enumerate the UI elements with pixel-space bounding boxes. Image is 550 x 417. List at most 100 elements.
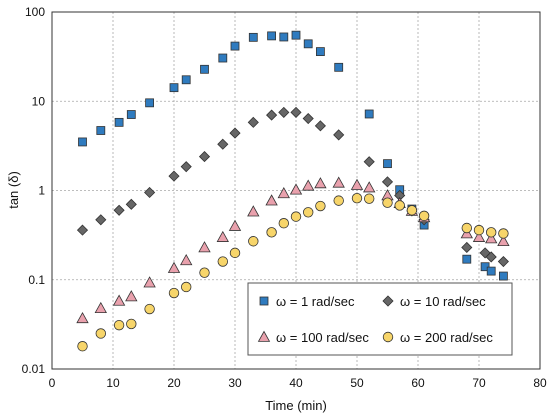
data-point [267, 31, 277, 41]
data-point [363, 181, 376, 193]
data-point [351, 192, 363, 204]
data-point [418, 210, 430, 222]
x-tick-label: 0 [49, 376, 56, 390]
data-point [145, 98, 155, 108]
data-point [199, 267, 210, 278]
data-point [315, 47, 325, 57]
data-point [230, 41, 240, 51]
data-point [125, 198, 137, 210]
data-point [462, 254, 472, 264]
data-point [198, 151, 211, 163]
data-point [218, 53, 228, 63]
data-point [333, 129, 345, 141]
data-point [364, 109, 374, 119]
y-tick-label: 10 [32, 94, 46, 108]
data-point [181, 75, 191, 85]
data-point [266, 227, 277, 238]
series-1 [78, 30, 508, 281]
data-point [247, 205, 260, 217]
data-point [125, 290, 138, 302]
x-tick-label: 20 [167, 376, 181, 390]
data-point [180, 254, 193, 266]
data-point [168, 170, 180, 182]
data-point [169, 83, 179, 93]
data-point [216, 230, 229, 242]
x-tick-label: 50 [350, 376, 364, 390]
data-point [198, 241, 211, 253]
data-point [126, 318, 137, 330]
y-tick-label: 1 [38, 184, 45, 198]
data-point [278, 106, 290, 118]
data-point [78, 137, 87, 147]
data-point [279, 32, 289, 42]
data-point [334, 62, 344, 72]
data-point [291, 30, 301, 40]
data-point [200, 64, 209, 74]
legend-marker [382, 295, 394, 307]
data-point [76, 311, 89, 324]
data-point [95, 328, 107, 339]
data-point [113, 319, 125, 331]
data-point [266, 109, 278, 121]
data-point [112, 294, 126, 306]
series-3 [76, 176, 510, 324]
data-point [303, 207, 314, 218]
data-point [217, 138, 229, 150]
data-point [498, 228, 509, 239]
data-point [461, 241, 473, 254]
legend-marker [382, 331, 394, 343]
x-tick-label: 70 [472, 376, 486, 390]
y-tick-label: 0.01 [22, 362, 46, 376]
data-point [144, 303, 155, 315]
data-point [350, 178, 364, 190]
y-tick-label: 0.1 [28, 273, 45, 287]
data-point [303, 39, 313, 49]
data-point [95, 214, 107, 226]
data-point [383, 159, 392, 169]
x-tick-label: 10 [106, 376, 120, 390]
legend-label: ω = 10 rad/sec [400, 294, 486, 309]
data-point [94, 301, 107, 313]
data-point [394, 200, 405, 211]
data-point [333, 195, 344, 206]
data-point [277, 186, 290, 199]
data-point [332, 176, 345, 188]
data-point [248, 32, 258, 42]
series-layer [76, 30, 510, 352]
data-point [248, 236, 259, 247]
axes: 0 10 20 30 40 50 60 70 80 0.01 0.1 1 10 100 [22, 5, 547, 390]
data-point [114, 117, 124, 127]
data-point [167, 261, 181, 273]
data-point [472, 230, 486, 242]
data-point [265, 194, 278, 206]
x-tick-label: 30 [228, 376, 242, 390]
data-point [381, 176, 394, 188]
axis-titles: Time (min) tan (δ) [6, 171, 327, 413]
data-point [486, 266, 496, 276]
legend-marker [259, 296, 269, 306]
data-point [406, 205, 418, 216]
legend-marker [257, 330, 271, 342]
data-point [473, 224, 485, 236]
data-point [363, 156, 375, 168]
data-point [229, 127, 241, 139]
data-point [217, 256, 229, 267]
data-point [315, 200, 326, 212]
data-point [143, 276, 156, 288]
data-point [180, 281, 192, 293]
data-point [302, 179, 315, 191]
legend: ω = 1 rad/sec ω = 10 rad/sec ω = 100 rad/s… [247, 282, 513, 356]
data-point [278, 218, 290, 229]
data-point [461, 222, 473, 234]
data-point [76, 224, 89, 236]
data-point [497, 234, 510, 247]
legend-label: ω = 100 rad/sec [276, 330, 369, 345]
data-point [497, 255, 509, 268]
data-point [479, 247, 491, 259]
data-point [486, 227, 497, 238]
data-point [247, 116, 259, 128]
data-point [168, 287, 180, 299]
plot-frame [51, 11, 541, 370]
data-point [302, 112, 314, 125]
